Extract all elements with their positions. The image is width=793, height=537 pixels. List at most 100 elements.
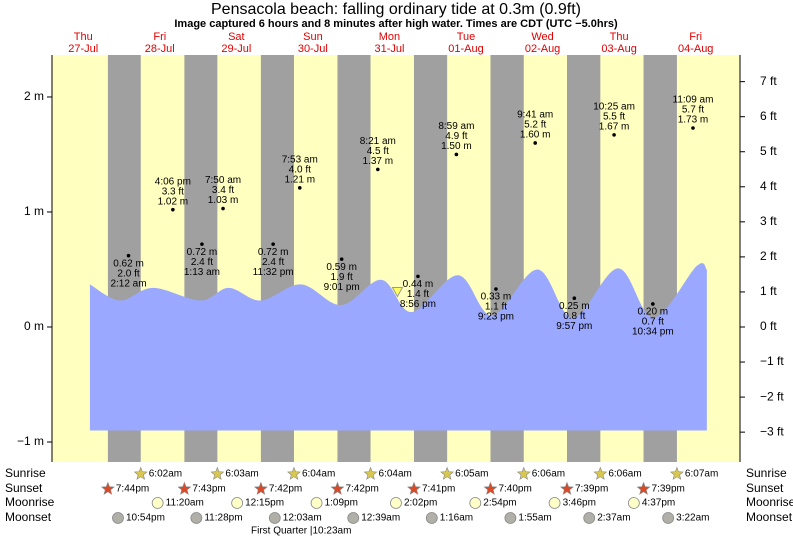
tide-label: 4.5 ft (367, 146, 389, 157)
tide-label: 7:53 am (282, 154, 318, 165)
weekday: Sat (228, 31, 245, 43)
tide-label: 0.59 m (326, 262, 357, 273)
y-tick-label: 2 m (24, 89, 44, 103)
row-time: 2:37am (597, 513, 630, 524)
tide-label: 1.73 m (678, 115, 709, 126)
row-time: 3:22am (676, 513, 709, 524)
row-time: 10:54pm (126, 513, 165, 524)
row-time: 12:39am (361, 513, 400, 524)
date: 03-Aug (601, 43, 636, 55)
date: 04-Aug (678, 43, 713, 55)
y2-tick-label: 5 ft (760, 144, 777, 158)
tide-label: 3.3 ft (162, 186, 184, 197)
moonset-icon (190, 512, 203, 524)
row-time: 1:09pm (325, 498, 358, 509)
title: Pensacola beach: falling ordinary tide a… (211, 1, 581, 18)
moonrise-icon (310, 497, 323, 509)
tide-label: 7:50 am (205, 175, 241, 186)
moonset-icon (425, 512, 438, 524)
tide-label: 2.4 ft (262, 257, 284, 268)
sun-icon (593, 466, 608, 480)
sun-icon (516, 466, 531, 480)
tide-label: 1.50 m (441, 141, 472, 152)
tide-label: 2:12 am (110, 278, 146, 289)
tide-label: 1.1 ft (485, 302, 507, 313)
tide-label: 10:25 am (593, 102, 635, 113)
moonset-icon (662, 512, 675, 524)
y2-tick-label: 1 ft (760, 284, 777, 298)
tide-label: 9:23 pm (478, 312, 514, 323)
tide-label: 0.72 m (187, 247, 218, 258)
row-time: 4:37pm (642, 498, 675, 509)
row-time: 6:02am (149, 469, 182, 480)
date: 27-Jul (68, 43, 98, 55)
tide-label: 5.5 ft (603, 112, 625, 123)
row-time: 1:16am (440, 513, 473, 524)
tide-label: 1.67 m (599, 122, 630, 133)
y2-tick-label: 2 ft (760, 249, 777, 263)
tide-point (416, 274, 420, 279)
tide-point (339, 257, 344, 261)
sun-icon (330, 481, 345, 495)
row-time: 7:42pm (345, 484, 378, 495)
row-time: 7:44pm (116, 484, 149, 495)
row-time: 7:39pm (575, 484, 608, 495)
row-label: Sunrise (5, 466, 46, 480)
tide-point (691, 126, 695, 130)
tide-point (612, 133, 616, 137)
row-label: Moonrise (5, 495, 55, 509)
tide-label: 1.21 m (284, 174, 315, 185)
tide-point (376, 167, 380, 172)
moonrise-icon (151, 497, 164, 509)
y2-tick-label: −3 ft (760, 424, 784, 438)
y-tick-label: 0 m (24, 319, 44, 333)
sun-icon (407, 481, 421, 495)
row-time: 3:46pm (563, 498, 596, 509)
sun-icon (210, 466, 225, 480)
subtitle: Image captured 6 hours and 8 minutes aft… (174, 18, 618, 30)
row-time: 12:03am (283, 513, 322, 524)
weekday: Thu (74, 31, 93, 43)
moonrise-icon (548, 497, 561, 509)
tide-point (297, 186, 302, 190)
tide-label: 8:21 am (360, 136, 396, 147)
row-time: 7:42pm (269, 484, 302, 495)
y2-tick-label: 6 ft (760, 109, 777, 123)
sun-icon (100, 481, 115, 495)
row-time: 6:04am (302, 469, 335, 480)
weekday: Fri (153, 31, 166, 43)
weekday: Sun (303, 31, 323, 43)
row-time: 6:04am (379, 469, 412, 480)
row-time: 6:03am (225, 469, 258, 480)
tide-point (221, 206, 225, 211)
y2-tick-label: 3 ft (760, 214, 777, 228)
row-time: 7:41pm (422, 484, 455, 495)
moonset-icon (583, 512, 596, 524)
moonrise-icon (627, 497, 640, 509)
weekday: Tue (457, 31, 476, 43)
tide-label: 0.25 m (559, 301, 590, 312)
y2-tick-label: −2 ft (760, 389, 784, 403)
tide-label: 4.0 ft (289, 164, 311, 175)
tide-label: 0.8 ft (563, 311, 585, 322)
row-time: 2:02pm (404, 498, 437, 509)
tide-point (494, 287, 498, 291)
moonset-icon (347, 512, 360, 524)
row-time: 2:54pm (483, 498, 516, 509)
tide-label: 1.02 m (158, 196, 189, 207)
sun-icon (636, 481, 651, 495)
y2-tick-label: 4 ft (760, 179, 777, 193)
tide-label: 9:57 pm (556, 321, 592, 332)
tide-label: 4:06 pm (155, 176, 191, 187)
row-time: 1:55am (518, 513, 551, 524)
tide-label: 2.0 ft (117, 268, 139, 279)
tide-point (533, 141, 537, 145)
tide-point (651, 302, 655, 306)
sun-icon (669, 466, 684, 480)
tide-label: 1.9 ft (331, 272, 353, 283)
y-tick-label: −1 m (17, 434, 44, 448)
moonrise-icon (231, 497, 244, 509)
tide-label: 1.03 m (208, 195, 239, 206)
tide-point (126, 253, 131, 258)
